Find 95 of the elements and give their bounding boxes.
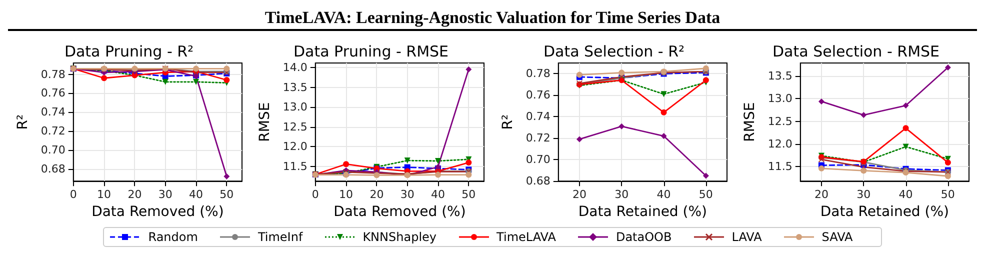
y-tick-label: 14.0 — [283, 61, 308, 74]
y-tick-label: 13.0 — [768, 92, 792, 106]
point — [618, 123, 624, 130]
x-tick-label: 30 — [158, 188, 172, 202]
y-tick-label: 12.0 — [768, 137, 792, 150]
y-tick-label: 13.5 — [768, 70, 792, 83]
legend-label: DataOOB — [616, 230, 672, 244]
y-tick-label: 0.70 — [526, 153, 550, 166]
point — [902, 144, 909, 150]
point — [818, 165, 824, 172]
chart-title: Data Selection - RMSE — [772, 42, 940, 60]
chart-title: Data Pruning - R² — [64, 42, 194, 60]
x-axis-title: Data Retained (%) — [820, 204, 949, 220]
y-tick-label: 0.72 — [40, 124, 66, 138]
point — [702, 172, 709, 179]
y-tick-label: 0.78 — [40, 68, 66, 81]
point — [902, 125, 909, 132]
chart-title: Data Pruning - RMSE — [294, 42, 449, 60]
x-axis-title: Data Removed (%) — [334, 204, 466, 220]
legend-label: KNNShapley — [362, 230, 437, 244]
point — [193, 78, 200, 85]
point — [224, 77, 230, 84]
legend-label: TimeInf — [258, 230, 303, 244]
chart-title: Data Selection - R² — [543, 42, 684, 60]
y-tick-label: 0.72 — [526, 132, 550, 145]
y-tick-label: 0.70 — [40, 143, 66, 156]
point — [343, 161, 350, 168]
y-tick-label: 11.5 — [283, 160, 308, 173]
point — [435, 158, 442, 164]
legend-label: Random — [148, 230, 198, 244]
x-tick-label: 20 — [572, 188, 586, 202]
point — [576, 136, 582, 142]
legend-label: LAVA — [732, 230, 762, 244]
x-tick-label: 50 — [698, 188, 713, 202]
point — [193, 66, 200, 72]
x-tick-label: 40 — [431, 188, 446, 202]
point — [902, 102, 909, 109]
point — [660, 109, 666, 116]
point — [466, 160, 472, 166]
x-tick-label: 40 — [189, 188, 204, 202]
y-axis-title: RMSE — [742, 102, 758, 142]
point — [660, 91, 666, 98]
x-tick-label: 20 — [814, 188, 828, 202]
y-tick-label: 12.5 — [768, 114, 792, 128]
point — [435, 172, 442, 178]
point — [466, 66, 472, 72]
y-axis-title: R² — [15, 114, 31, 130]
x-axis-title: Data Retained (%) — [578, 204, 707, 220]
x-tick-label: 20 — [370, 188, 384, 202]
y-tick-label: 0.78 — [526, 67, 550, 80]
x-tick-label: 20 — [128, 188, 142, 202]
x-tick-label: 40 — [898, 188, 913, 202]
y-tick-label: 0.68 — [40, 162, 66, 176]
legend-label: SAVA — [822, 230, 853, 244]
y-tick-label: 13.0 — [283, 100, 308, 114]
point — [162, 78, 168, 85]
legend-label: TimeLAVA — [496, 230, 556, 244]
point — [702, 65, 709, 72]
point — [404, 158, 411, 164]
x-tick-label: 50 — [462, 188, 476, 202]
x-tick-label: 30 — [400, 188, 415, 202]
x-tick-label: 0 — [312, 188, 320, 202]
x-tick-label: 50 — [220, 188, 234, 202]
x-tick-label: 50 — [940, 188, 955, 202]
y-tick-label: 0.74 — [526, 110, 550, 124]
point — [224, 66, 230, 72]
x-tick-label: 10 — [97, 188, 112, 202]
y-tick-label: 12.5 — [283, 120, 308, 134]
y-tick-label: 0.68 — [526, 174, 550, 188]
y-tick-label: 0.76 — [40, 86, 66, 100]
text: TimeLAVA: Learning-Agnostic Valuation for Time Series Data — [264, 8, 722, 28]
point — [944, 160, 951, 166]
point — [944, 64, 951, 71]
point — [818, 98, 824, 104]
point — [618, 70, 624, 76]
y-tick-label: 12.0 — [283, 140, 308, 154]
x-tick-label: 0 — [70, 188, 77, 202]
point — [660, 133, 666, 140]
x-tick-label: 10 — [339, 188, 354, 202]
y-tick-label: 0.74 — [40, 106, 66, 119]
x-axis-title: Data Removed (%) — [92, 204, 224, 220]
y-tick-label: 0.76 — [526, 88, 550, 102]
y-axis-title: RMSE — [257, 102, 274, 142]
x-tick-label: 40 — [656, 188, 670, 202]
y-axis-title: R² — [500, 114, 516, 130]
y-tick-label: 11.5 — [768, 160, 792, 174]
point — [466, 172, 472, 178]
y-tick-label: 13.5 — [283, 80, 308, 94]
point — [860, 112, 867, 118]
x-tick-label: 30 — [856, 188, 871, 202]
point — [224, 173, 230, 180]
point — [101, 75, 108, 82]
point — [944, 173, 951, 180]
point — [860, 168, 867, 174]
x-tick-label: 30 — [614, 188, 628, 202]
